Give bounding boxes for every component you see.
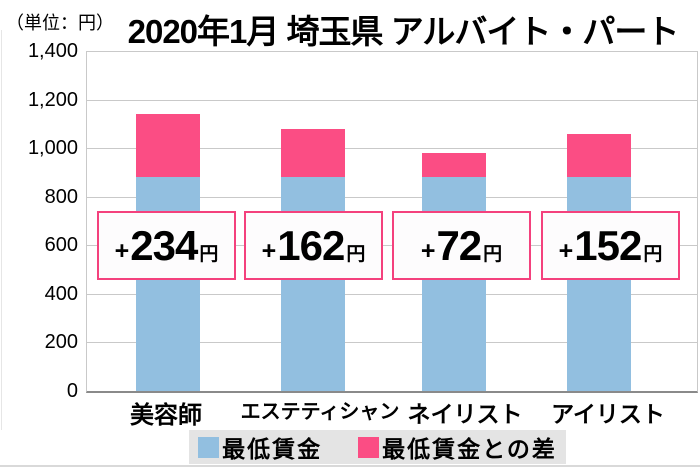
y-axis-tick-label: 800 [44, 185, 78, 208]
gridline-1200 [87, 99, 697, 101]
gridline-800 [87, 196, 697, 198]
legend-item-minimum-wage: 最低賃金 [198, 430, 322, 464]
yen-suffix: 円 [199, 243, 219, 265]
y-axis-tick-label: 200 [44, 331, 78, 354]
y-axis-tick-label: 1,200 [27, 88, 78, 111]
gridline-1400 [87, 51, 697, 52]
diff-annotation-box: + 152 円 [541, 211, 680, 280]
gridline-1000 [87, 148, 697, 150]
category-label-esthetician: エステティシャン [240, 401, 400, 423]
plus-sign: + [558, 236, 574, 265]
diff-value: 162 [277, 221, 345, 269]
y-axis-tick-label: 600 [44, 234, 78, 257]
legend-label-wage-gap: 最低賃金との差 [382, 436, 557, 462]
category-label-eyelist: アイリスト [551, 401, 665, 427]
plus-sign: + [261, 236, 277, 265]
bar-segment-wage-gap [422, 153, 486, 178]
diff-annotation-box: + 72 円 [392, 211, 531, 280]
gridline-200 [87, 342, 697, 344]
page-left-border [1, 30, 2, 430]
diff-annotation-box: + 234 円 [97, 211, 236, 280]
diff-value: 234 [130, 221, 198, 269]
legend: 最低賃金 最低賃金との差 [189, 430, 566, 464]
yen-suffix: 円 [643, 243, 663, 265]
legend-swatch-blue-icon [198, 436, 220, 458]
category-label-hairdresser: 美容師 [130, 402, 202, 429]
yen-suffix: 円 [346, 243, 366, 265]
y-axis-tick-label: 1,000 [27, 137, 78, 160]
bar-segment-minimum-wage [567, 177, 631, 391]
bar-segment-minimum-wage [136, 177, 200, 391]
y-axis-tick-label: 400 [44, 282, 78, 305]
diff-value: 152 [574, 221, 642, 269]
legend-swatch-pink-icon [358, 436, 380, 458]
plus-sign: + [114, 236, 130, 265]
page-title: 2020年1月 埼玉県 アルバイト・パート [127, 13, 680, 50]
y-axis-tick-label: 1,400 [27, 40, 78, 62]
yen-suffix: 円 [483, 243, 503, 265]
category-label-nailist: ネイリスト [407, 401, 523, 427]
y-axis-tick-label: 0 [66, 380, 78, 402]
page-divider-line [0, 465, 700, 467]
bar-segment-minimum-wage [422, 177, 486, 391]
unit-label: （単位：円） [6, 13, 114, 33]
bar-segment-wage-gap [567, 133, 631, 178]
plus-sign: + [420, 236, 436, 265]
legend-label-minimum-wage: 最低賃金 [222, 436, 323, 462]
bar-segment-wage-gap [136, 114, 200, 178]
bar-segment-minimum-wage [280, 177, 345, 391]
gridline-400 [87, 293, 697, 295]
legend-item-wage-gap: 最低賃金との差 [358, 430, 557, 464]
bar-segment-wage-gap [280, 128, 345, 178]
diff-annotation-box: + 162 円 [244, 211, 383, 280]
diff-value: 72 [436, 221, 482, 269]
